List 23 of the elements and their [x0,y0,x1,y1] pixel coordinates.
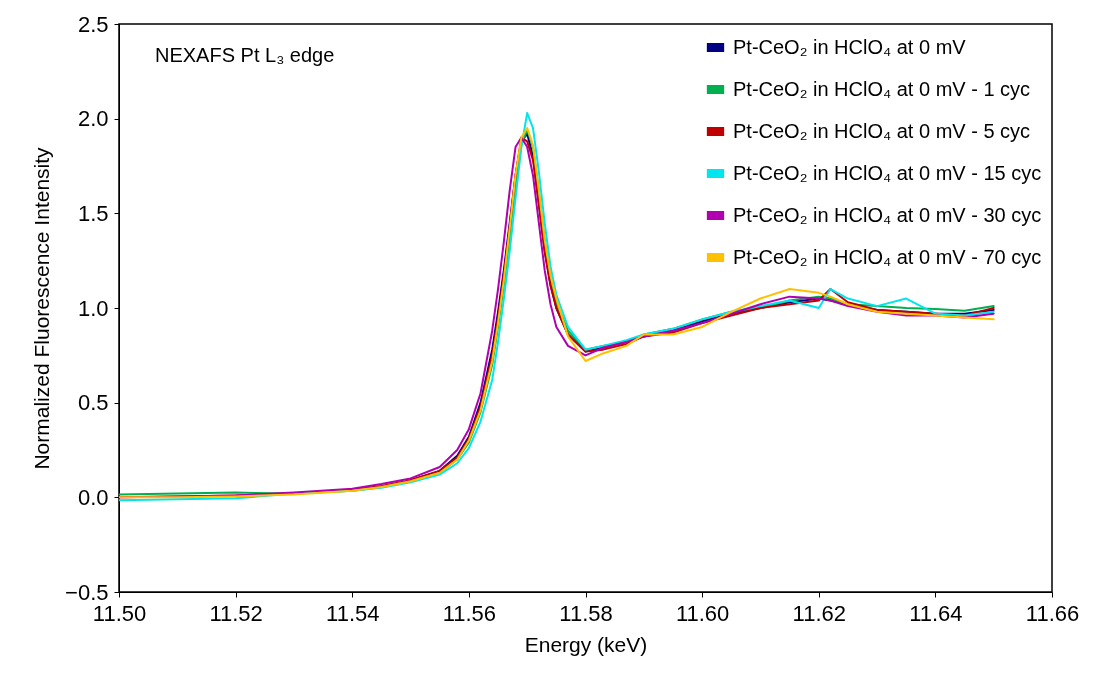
y-tick-label: 0.5 [77,390,109,416]
x-tick-label: 11.62 [792,600,846,626]
y-tick-label: 2.5 [77,11,109,37]
x-tick-label: 11.60 [675,600,730,626]
legend-label: Pt-CeO₂ in HClO₄ at 0 mV - 70 cyc [733,245,1042,268]
x-tick-label: 11.66 [1025,600,1080,626]
y-axis-title: Normalized Fluorescence Intensity [30,146,54,470]
legend-label: Pt-CeO₂ in HClO₄ at 0 mV [733,35,967,58]
legend-label: Pt-CeO₂ in HClO₄ at 0 mV - 1 cyc [733,77,1031,100]
y-tick-label: 2.0 [77,106,109,132]
legend-label: Pt-CeO₂ in HClO₄ at 0 mV - 5 cyc [733,119,1031,142]
y-tick-label: 0.0 [77,484,109,510]
x-tick-label: 11.52 [209,600,263,626]
x-tick-label: 11.58 [559,600,613,626]
legend-label: Pt-CeO₂ in HClO₄ at 0 mV - 15 cyc [733,161,1042,184]
legend-label: Pt-CeO₂ in HClO₄ at 0 mV - 30 cyc [733,203,1042,226]
x-tick-label: 11.56 [442,600,497,626]
y-tick-label: 1.0 [77,295,109,321]
annotation: NEXAFS Pt L₃ edge [155,44,335,66]
x-tick-label: 11.64 [909,600,963,626]
x-tick-label: 11.54 [326,600,380,626]
y-tick-label: 1.5 [77,200,109,226]
x-axis-title: Energy (keV) [524,632,648,656]
